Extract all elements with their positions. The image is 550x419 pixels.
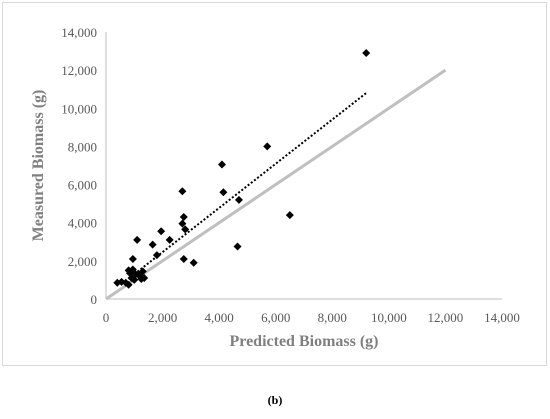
data-point (179, 212, 188, 221)
x-tick-label: 2,000 (148, 310, 177, 325)
points-layer (113, 48, 371, 289)
x-tick-label: 0 (103, 310, 110, 325)
x-tick-label: 8,000 (318, 310, 347, 325)
y-tick-label: 4,000 (68, 216, 97, 231)
data-point (285, 211, 294, 220)
y-tick-label: 10,000 (61, 101, 97, 116)
data-point (130, 275, 139, 284)
data-point (233, 242, 242, 251)
data-point (128, 265, 137, 274)
data-point (189, 258, 198, 267)
data-point (126, 269, 135, 278)
y-tick-label: 0 (91, 292, 98, 307)
data-point (148, 240, 157, 249)
scatter-plot: 0 2,000 4,000 6,000 8,000 10,000 12,000 14,000 0… (30, 25, 520, 350)
x-tick-label: 14,000 (484, 310, 520, 325)
y-tick-label: 14,000 (61, 25, 97, 40)
data-point (362, 48, 371, 57)
data-point (234, 195, 243, 204)
data-point (181, 225, 190, 234)
data-point (133, 235, 142, 244)
y-tick-label: 6,000 (68, 178, 97, 193)
x-tick-label: 6,000 (261, 310, 290, 325)
data-point (179, 254, 188, 263)
data-point (219, 188, 228, 197)
data-point (178, 187, 187, 196)
x-tick-label: 10,000 (371, 310, 407, 325)
y-tick-label: 8,000 (68, 139, 97, 154)
x-axis-title: Predicted Biomass (g) (229, 333, 378, 350)
data-point (178, 219, 187, 228)
data-point (140, 274, 149, 283)
data-point (152, 251, 161, 260)
axes-layer (105, 32, 502, 300)
ticks-layer: 0 2,000 4,000 6,000 8,000 10,000 12,000 14,000 0… (61, 25, 520, 325)
data-point (157, 227, 166, 236)
data-point (165, 235, 174, 244)
figure-caption: (b) (267, 393, 283, 407)
data-point (124, 280, 133, 289)
reference-line (105, 68, 447, 301)
x-tick-label: 12,000 (428, 310, 464, 325)
lines-layer (105, 68, 447, 301)
y-axis-title: Measured Biomass (g) (30, 90, 47, 242)
chart-frame: 0 2,000 4,000 6,000 8,000 10,000 12,000 14,000 0… (2, 2, 547, 366)
data-point (263, 142, 272, 151)
data-point (134, 270, 143, 279)
data-point (217, 160, 226, 169)
y-tick-label: 2,000 (68, 254, 97, 269)
data-point (113, 278, 122, 287)
x-tick-label: 4,000 (205, 310, 234, 325)
y-tick-label: 12,000 (61, 63, 97, 78)
data-point (128, 254, 137, 263)
trendline (133, 92, 367, 275)
